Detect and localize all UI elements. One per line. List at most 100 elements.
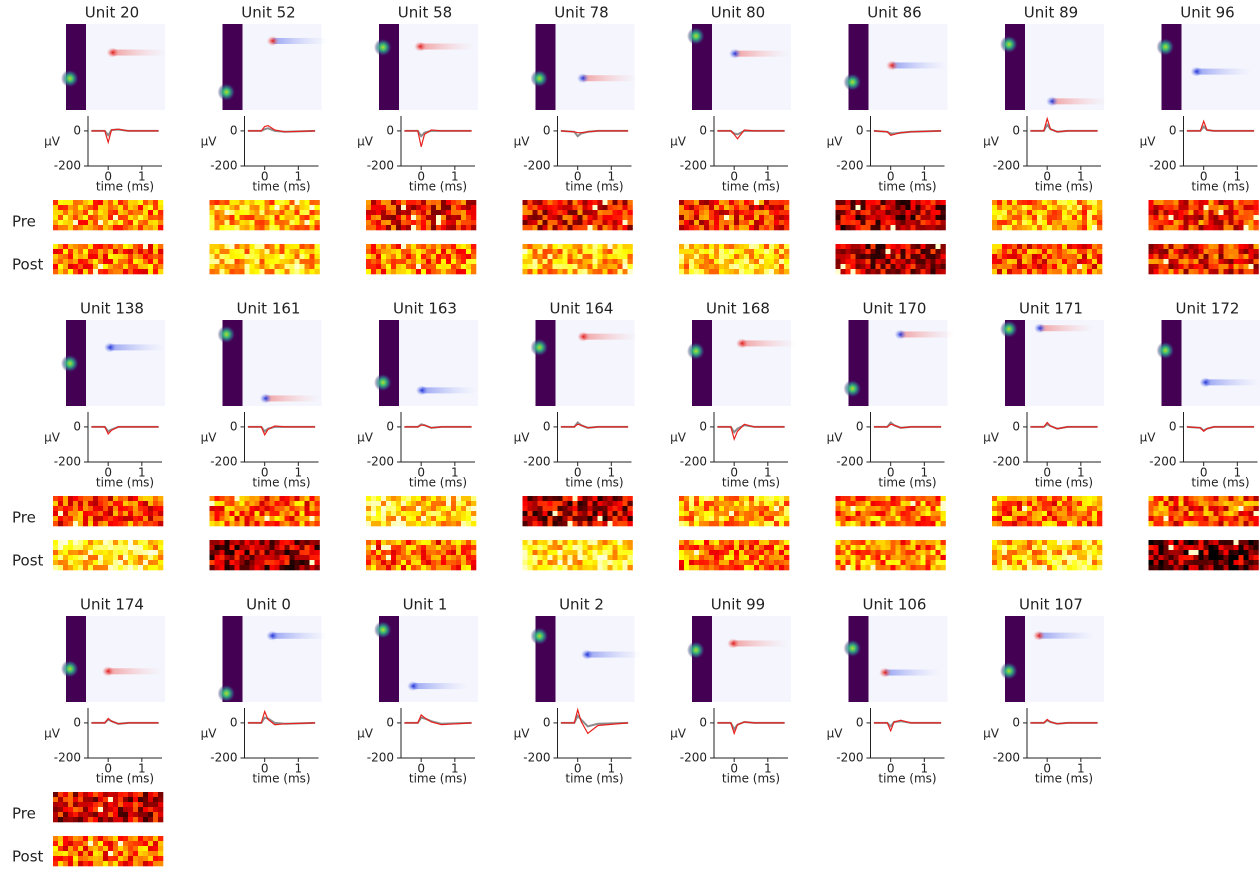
heatmap-cell (613, 210, 618, 215)
heatmap-cell (1199, 249, 1204, 254)
heatmap-cell (255, 269, 260, 274)
unit-title: Unit 78 (554, 4, 608, 22)
heatmap-cell (391, 521, 396, 526)
heatmap-cell (300, 501, 305, 506)
heatmap-cell (426, 516, 431, 521)
raster-heatmap (523, 244, 633, 274)
heatmap-cell (315, 220, 320, 225)
heatmap-cell (265, 200, 270, 205)
heatmap-cell (841, 555, 846, 560)
heatmap-cell (846, 511, 851, 516)
heatmap-cell (1022, 555, 1027, 560)
heatmap-cell (578, 560, 583, 565)
heatmap-cell (300, 205, 305, 210)
heatmap-cell (275, 506, 280, 511)
heatmap-cell (436, 254, 441, 259)
heatmap-cell (543, 550, 548, 555)
heatmap-cell (598, 506, 603, 511)
heatmap-cell (58, 812, 63, 817)
heatmap-cell (704, 259, 709, 264)
heatmap-cell (779, 249, 784, 254)
heatmap-cell (623, 501, 628, 506)
heatmap-cell (68, 565, 73, 570)
heatmap-cell (401, 550, 406, 555)
heatmap-cell (1174, 259, 1179, 264)
heatmap-cell (1067, 540, 1072, 545)
heatmap-cell (431, 200, 436, 205)
heatmap-cell (371, 200, 376, 205)
heatmap-cell (841, 259, 846, 264)
heatmap-cell (997, 200, 1002, 205)
heatmap-cell (528, 215, 533, 220)
heatmap-cell (729, 254, 734, 259)
heatmap-cell (78, 506, 83, 511)
heatmap-cell (628, 200, 633, 205)
heatmap-cell (774, 506, 779, 511)
heatmap-cell (734, 259, 739, 264)
heatmap-cell (704, 555, 709, 560)
heatmap-cell (543, 555, 548, 560)
heatmap-cell (866, 506, 871, 511)
heatmap-cell (598, 565, 603, 570)
heatmap-cell (538, 264, 543, 269)
heatmap-cell (153, 496, 158, 501)
heatmap-cell (528, 269, 533, 274)
heatmap-cell (315, 200, 320, 205)
heatmap-cell (1037, 560, 1042, 565)
heatmap-cell (1072, 555, 1077, 560)
heatmap-cell (754, 249, 759, 254)
heatmap-cell (689, 496, 694, 501)
heatmap-cell (58, 792, 63, 797)
heatmap-cell (694, 249, 699, 254)
heatmap-cell (1082, 259, 1087, 264)
heatmap-cell (270, 501, 275, 506)
heatmap-cell (911, 210, 916, 215)
heatmap-cell (245, 200, 250, 205)
heatmap-cell (230, 550, 235, 555)
heatmap-cell (568, 244, 573, 249)
raster-heatmap (210, 200, 320, 230)
heatmap-cell (461, 521, 466, 526)
heatmap-cell (538, 506, 543, 511)
heatmap-cell (143, 269, 148, 274)
heatmap-cell (315, 210, 320, 215)
heatmap-cell (1214, 205, 1219, 210)
heatmap-cell (568, 506, 573, 511)
heatmap-cell (1067, 225, 1072, 230)
heatmap-cell (729, 225, 734, 230)
heatmap-cell (881, 259, 886, 264)
heatmap-cell (1062, 215, 1067, 220)
heatmap-cell (1254, 210, 1259, 215)
heatmap-cell (759, 555, 764, 560)
heatmap-cell (113, 200, 118, 205)
heatmap-cell (113, 802, 118, 807)
heatmap-cell (1229, 501, 1234, 506)
heatmap-cell (608, 264, 613, 269)
heatmap-cell (396, 545, 401, 550)
heatmap-cell (426, 220, 431, 225)
heatmap-cell (533, 565, 538, 570)
heatmap-cell (603, 249, 608, 254)
heatmap-cell (78, 259, 83, 264)
heatmap-cell (704, 545, 709, 550)
heatmap-cell (1017, 210, 1022, 215)
heatmap-cell (784, 210, 789, 215)
unit-title: Unit 80 (711, 4, 765, 22)
heatmap-cell (684, 516, 689, 521)
heatmap-cell (1184, 496, 1189, 501)
heatmap-cell (921, 511, 926, 516)
heatmap-cell (381, 225, 386, 230)
heatmap-cell (784, 555, 789, 560)
raster-heatmap (53, 792, 163, 822)
heatmap-cell (1189, 244, 1194, 249)
heatmap-cell (63, 555, 68, 560)
heatmap-cell (88, 841, 93, 846)
heatmap-cell (83, 797, 88, 802)
heatmap-cell (997, 249, 1002, 254)
heatmap-cell (371, 225, 376, 230)
heatmap-cell (371, 244, 376, 249)
heatmap-cell (93, 200, 98, 205)
heatmap-cell (628, 550, 633, 555)
heatmap-cell (143, 836, 148, 841)
heatmap-cell (113, 841, 118, 846)
